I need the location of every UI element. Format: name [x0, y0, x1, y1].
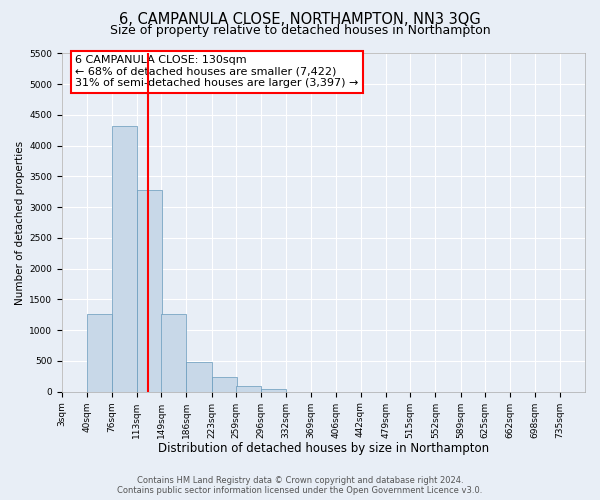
- Y-axis label: Number of detached properties: Number of detached properties: [15, 140, 25, 304]
- Bar: [261, 388, 286, 392]
- Bar: [161, 314, 187, 392]
- Bar: [112, 126, 137, 392]
- Bar: [137, 190, 162, 392]
- Bar: [212, 377, 237, 392]
- Text: 6, CAMPANULA CLOSE, NORTHAMPTON, NN3 3QG: 6, CAMPANULA CLOSE, NORTHAMPTON, NN3 3QG: [119, 12, 481, 28]
- Bar: [187, 362, 212, 392]
- Bar: [87, 314, 112, 392]
- Text: Size of property relative to detached houses in Northampton: Size of property relative to detached ho…: [110, 24, 490, 37]
- Bar: [236, 386, 261, 392]
- Text: Contains HM Land Registry data © Crown copyright and database right 2024.
Contai: Contains HM Land Registry data © Crown c…: [118, 476, 482, 495]
- X-axis label: Distribution of detached houses by size in Northampton: Distribution of detached houses by size …: [158, 442, 489, 455]
- Text: 6 CAMPANULA CLOSE: 130sqm
← 68% of detached houses are smaller (7,422)
31% of se: 6 CAMPANULA CLOSE: 130sqm ← 68% of detac…: [75, 55, 358, 88]
